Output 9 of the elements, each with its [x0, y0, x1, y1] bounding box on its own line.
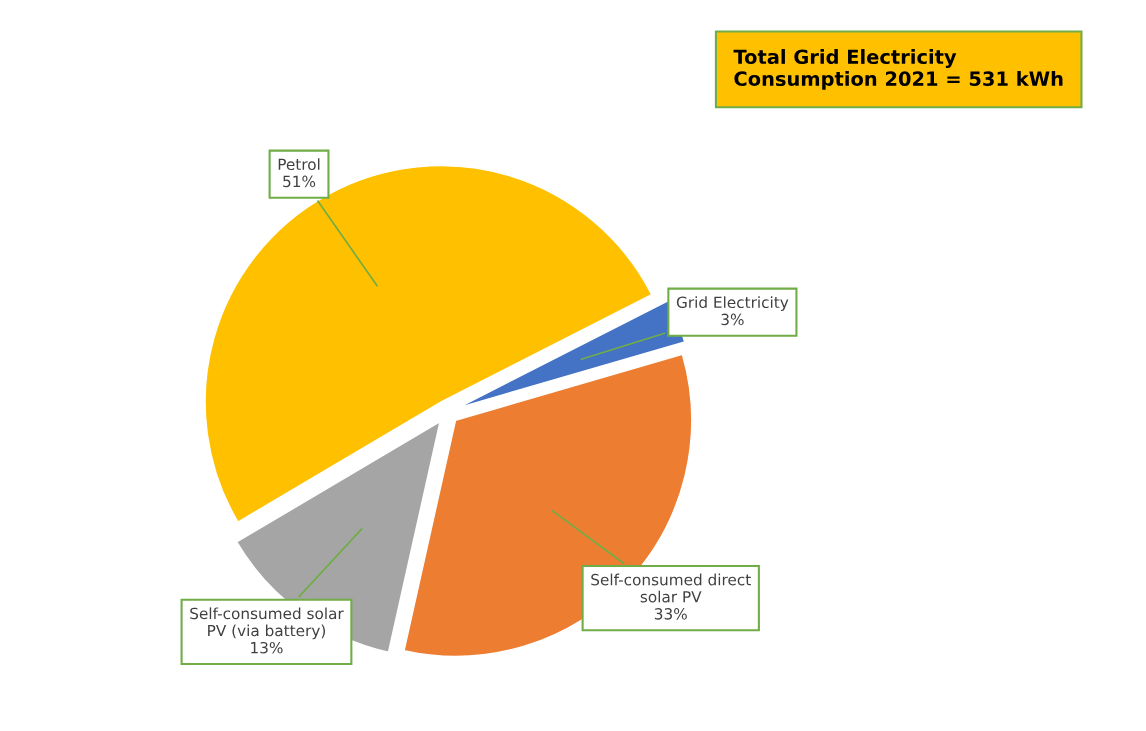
data-label: 3%	[721, 313, 744, 326]
slice-label: Self-consumed direct solar PV	[591, 573, 751, 603]
data-label: 51%	[283, 175, 316, 188]
slice-label: Petrol	[278, 158, 320, 171]
slice-label: Self-consumed solar PV (via battery)	[190, 607, 344, 640]
text: Total Grid Electricity Consumption 2021 = 531 kWh	[733, 49, 1063, 90]
slice-label: Grid Electricity	[676, 296, 789, 312]
data-label: 13%	[251, 641, 283, 654]
data-label: 33%	[654, 608, 687, 620]
